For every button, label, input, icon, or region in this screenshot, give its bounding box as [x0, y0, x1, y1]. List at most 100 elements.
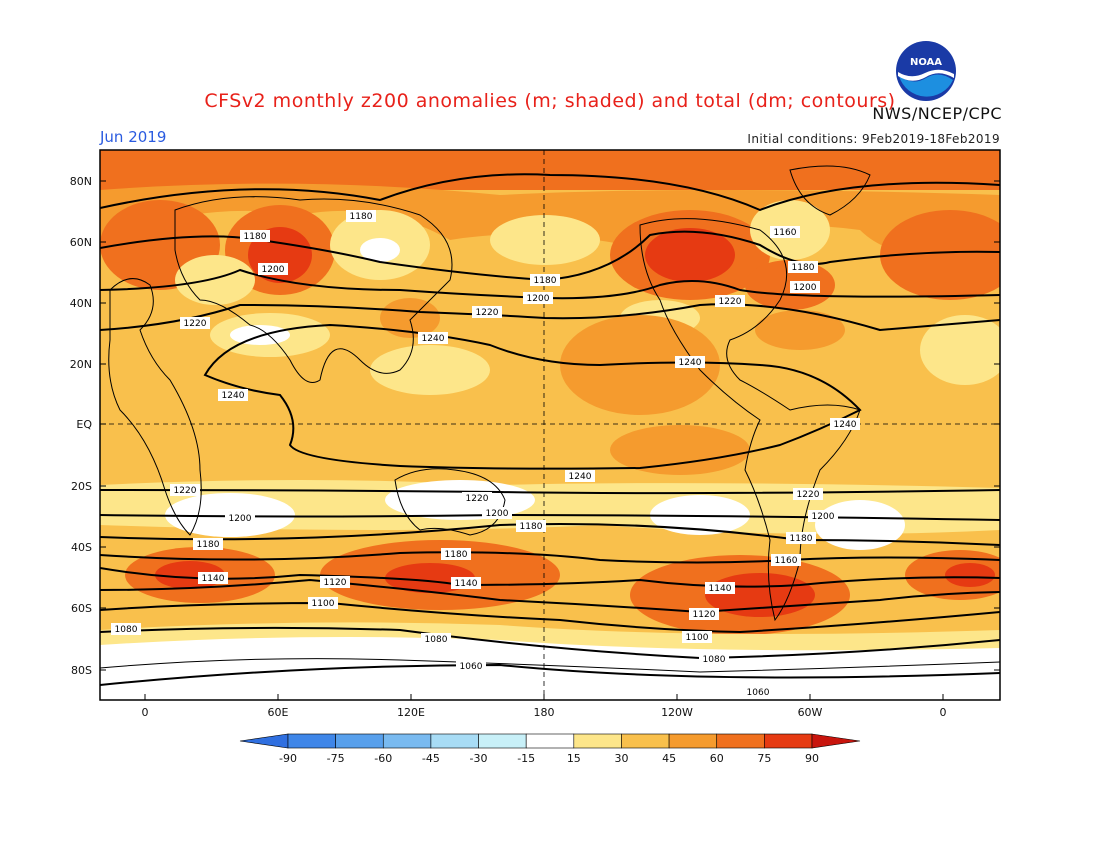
lon-label: 120W	[661, 706, 693, 719]
lat-label: 80N	[70, 175, 92, 188]
svg-text:1220: 1220	[719, 297, 742, 307]
contour-label: 1100	[682, 631, 712, 643]
svg-text:1240: 1240	[569, 472, 592, 482]
svg-text:1060: 1060	[747, 688, 770, 698]
contour-label: 1220	[715, 295, 745, 307]
svg-text:1100: 1100	[686, 633, 709, 643]
logo-text: NOAA	[910, 57, 942, 68]
svg-text:1140: 1140	[455, 579, 478, 589]
contour-label: 1080	[111, 623, 141, 635]
colorbar-swatch	[764, 733, 813, 749]
contour-label: 1200	[790, 281, 820, 293]
contour-label: 1060	[456, 660, 486, 672]
map-frame	[99, 149, 1001, 701]
contour-label: 1140	[198, 572, 228, 584]
svg-text:1180: 1180	[790, 534, 813, 544]
svg-text:1120: 1120	[324, 578, 347, 588]
colorbar-tick-label: 60	[710, 752, 724, 765]
longitude-axis	[144, 694, 944, 700]
contour-label: 1200	[808, 510, 838, 522]
agency-label: NWS/NCEP/CPC	[872, 104, 1002, 123]
contour-label: 1100	[308, 597, 338, 609]
lon-label: 120E	[397, 706, 425, 719]
svg-text:1160: 1160	[774, 228, 797, 238]
colorbar-swatch	[525, 733, 575, 749]
colorbar-tick-label: 75	[757, 752, 771, 765]
contour-label: 1240	[675, 356, 705, 368]
contour-label: 1180	[530, 274, 560, 286]
contour-label: 1220	[180, 317, 210, 329]
contour-label: 1120	[689, 608, 719, 620]
colorbar-swatch	[716, 733, 765, 749]
colorbar-swatch	[621, 733, 670, 749]
contour-label: 1240	[565, 470, 595, 482]
lon-label: 60E	[268, 706, 289, 719]
contour-label: 1060	[743, 686, 773, 698]
colorbar-tick-label: -90	[279, 752, 297, 765]
contour-label: 1180	[346, 210, 376, 222]
latitude-axis	[100, 180, 1000, 671]
colorbar-tick-label: -60	[374, 752, 392, 765]
colorbar-swatch	[668, 733, 718, 749]
svg-text:1240: 1240	[222, 391, 245, 401]
lat-label: 20N	[70, 358, 92, 371]
svg-text:1220: 1220	[476, 308, 499, 318]
contour-label: 1220	[462, 492, 492, 504]
contour-labels: 1180 1180 1200 1180 1200 1220 1220 1240 …	[111, 210, 860, 698]
contour-label: 1180	[786, 532, 816, 544]
svg-text:1100: 1100	[312, 599, 335, 609]
contour-label: 1240	[218, 389, 248, 401]
contour-label: 1220	[472, 306, 502, 318]
contour-label: 1240	[418, 332, 448, 344]
svg-text:1180: 1180	[520, 522, 543, 532]
svg-text:1220: 1220	[174, 486, 197, 496]
colorbar-tick-label: -45	[422, 752, 440, 765]
svg-text:1180: 1180	[534, 276, 557, 286]
colorbar-swatch	[573, 733, 622, 749]
svg-text:1200: 1200	[812, 512, 835, 522]
colorbar-tick-label: 45	[662, 752, 676, 765]
svg-text:1200: 1200	[262, 265, 285, 275]
svg-text:1200: 1200	[486, 509, 509, 519]
svg-text:1240: 1240	[422, 334, 445, 344]
colorbar-tick-label: 15	[567, 752, 581, 765]
contour-label: 1180	[788, 261, 818, 273]
svg-text:1220: 1220	[797, 490, 820, 500]
lat-label: 40N	[70, 297, 92, 310]
contour-label: 1220	[170, 484, 200, 496]
svg-text:1200: 1200	[794, 283, 817, 293]
initial-conditions: Initial conditions: 9Feb2019-18Feb2019	[747, 132, 1000, 146]
colorbar: -90 -75 -60 -45 -30 -15 15 30 45 60 75 90	[239, 733, 861, 765]
svg-text:1060: 1060	[460, 662, 483, 672]
lat-label: 40S	[71, 541, 92, 554]
contour-label: 1120	[320, 576, 350, 588]
colorbar-swatch	[430, 733, 479, 749]
colorbar-tick-label: -30	[470, 752, 488, 765]
colorbar-swatch	[478, 733, 527, 749]
contour-label: 1080	[421, 633, 451, 645]
svg-text:1180: 1180	[792, 263, 815, 273]
shading-layer	[100, 150, 1000, 700]
svg-text:1080: 1080	[703, 655, 726, 665]
svg-text:1240: 1240	[679, 358, 702, 368]
svg-text:1140: 1140	[709, 584, 732, 594]
contour-label: 1220	[793, 488, 823, 500]
contour-label: 1200	[258, 263, 288, 275]
colorbar-arrow-high	[811, 733, 861, 749]
colorbar-arrow-low	[239, 733, 289, 749]
contour-label: 1240	[830, 418, 860, 430]
svg-text:1240: 1240	[834, 420, 857, 430]
contour-label: 1200	[523, 292, 553, 304]
lon-label: 60W	[798, 706, 823, 719]
lat-label: 60N	[70, 236, 92, 249]
lon-label: 0	[940, 706, 947, 719]
contour-label: 1080	[699, 653, 729, 665]
lat-label: EQ	[76, 418, 92, 431]
colorbar-tick-label: 30	[614, 752, 628, 765]
lat-label: 20S	[71, 480, 92, 493]
svg-text:1180: 1180	[445, 550, 468, 560]
contour-label: 1140	[451, 577, 481, 589]
contour-label: 1180	[193, 538, 223, 550]
colorbar-swatch	[335, 733, 384, 749]
